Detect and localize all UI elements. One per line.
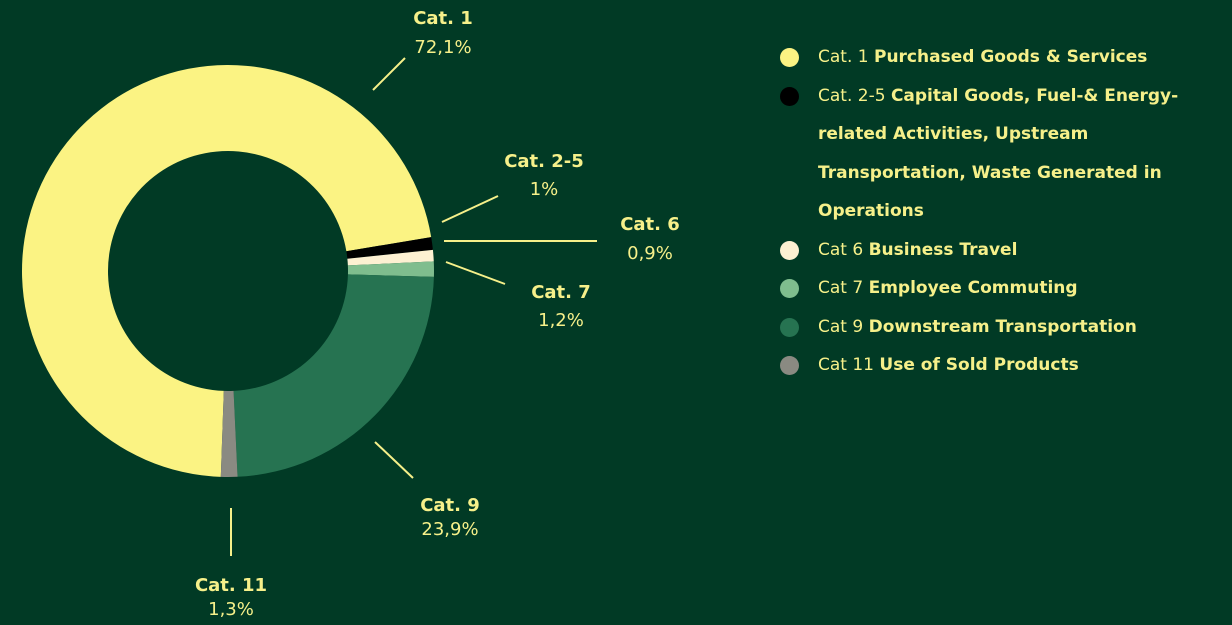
leader-line	[374, 441, 414, 479]
legend-swatch	[780, 317, 799, 337]
legend-item: Cat. 1 Purchased Goods & Services	[780, 38, 1220, 77]
legend-code: Cat 6	[818, 239, 864, 260]
legend-code: Cat. 2-5	[818, 85, 886, 106]
slice-label: Cat. 11	[195, 575, 267, 596]
slice-value: 23,9%	[421, 519, 478, 540]
slice-label: Cat. 1	[413, 8, 473, 29]
legend-code: Cat 9	[818, 316, 864, 337]
legend-code: Cat 11	[818, 355, 874, 375]
legend-label: Purchased Goods & Services	[873, 47, 1148, 67]
slice-value: 1%	[530, 179, 559, 200]
pie-slice	[347, 261, 434, 277]
legend-swatch	[780, 240, 799, 260]
legend-swatch	[780, 48, 799, 67]
pie-slice	[233, 274, 434, 477]
slice-value: 0,9%	[627, 243, 673, 264]
slice-value: 1,2%	[538, 310, 584, 331]
legend: Cat. 1 Purchased Goods & Services Cat. 2-…	[780, 38, 1220, 385]
slice-value: 1,3%	[208, 599, 254, 620]
chart: Cat. 1 72,1% Cat. 2-5 1% Cat. 6 0,9% Cat. 7 1,2…	[22, 8, 680, 620]
pie-slice	[220, 390, 238, 477]
legend-label: Downstream Transportation	[868, 316, 1137, 337]
legend-item: Cat 7 Employee Commuting	[780, 269, 1220, 308]
legend-item: Cat. 2-5 Capital Goods, Fuel-& Energy-re…	[780, 77, 1220, 231]
legend-label: Business Travel	[868, 239, 1018, 260]
legend-item: Cat 6 Business Travel	[780, 231, 1220, 270]
slice-label: Cat. 9	[420, 495, 480, 516]
legend-code: Cat. 1	[818, 47, 869, 67]
legend-label: Capital Goods, Fuel-& Energy-related Act…	[818, 85, 1179, 222]
pie-slice	[346, 237, 433, 259]
pie-slice	[22, 64, 432, 477]
leader-line	[441, 195, 499, 223]
leader-line	[372, 57, 406, 91]
legend-item: Cat 9 Downstream Transportation	[780, 308, 1220, 347]
legend-item: Cat 11 Use of Sold Products	[780, 346, 1220, 385]
slice-label: Cat. 2-5	[504, 151, 584, 172]
leader-line	[445, 261, 506, 285]
legend-swatch	[780, 279, 799, 298]
slice-label: Cat. 7	[531, 282, 591, 303]
legend-swatch	[780, 356, 799, 375]
legend-label: Employee Commuting	[868, 278, 1078, 298]
legend-label: Use of Sold Products	[879, 355, 1079, 375]
legend-code: Cat 7	[818, 278, 864, 298]
pie-slice	[347, 249, 434, 266]
slice-value: 72,1%	[414, 37, 471, 58]
legend-swatch	[780, 86, 799, 106]
slice-label: Cat. 6	[620, 214, 680, 235]
